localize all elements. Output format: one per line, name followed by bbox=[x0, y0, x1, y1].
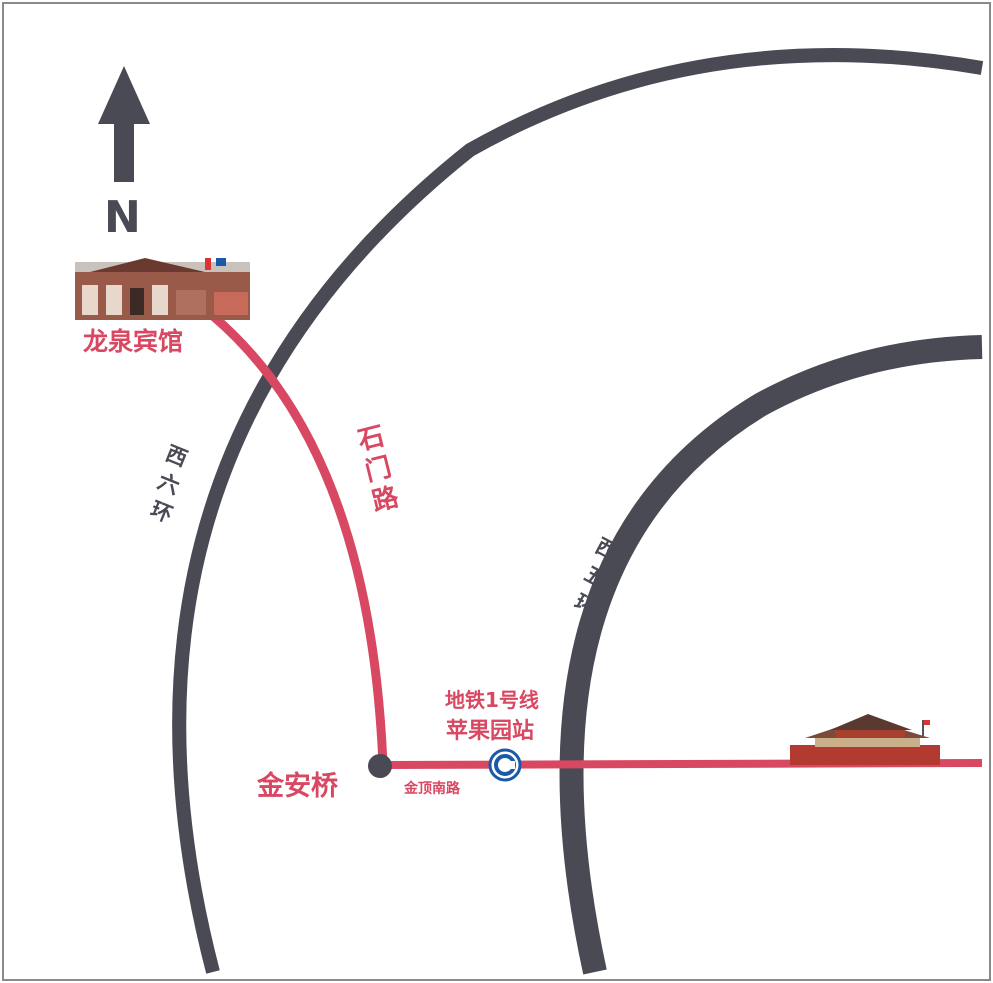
hotel-building-icon bbox=[75, 258, 250, 320]
shimen-road-label: 石 门 路 bbox=[354, 421, 402, 517]
shimen-road-route bbox=[208, 311, 388, 770]
metro-station-label: 苹果园站 bbox=[446, 719, 534, 744]
metro-line-label: 地铁1号线 bbox=[445, 688, 539, 712]
hotel-label: 龙泉宾馆 bbox=[83, 327, 183, 356]
tiananmen-icon bbox=[790, 714, 940, 765]
jinding-south-road-label: 金顶南路 bbox=[403, 780, 461, 797]
north-label: N bbox=[104, 192, 141, 243]
jinan-bridge-node bbox=[368, 754, 392, 778]
north-arrow-icon bbox=[98, 66, 150, 182]
subway-icon bbox=[488, 748, 522, 782]
west-6th-ring-road bbox=[172, 48, 984, 974]
bridge-label: 金安桥 bbox=[256, 770, 338, 802]
west-5th-ring-road bbox=[559, 335, 983, 975]
